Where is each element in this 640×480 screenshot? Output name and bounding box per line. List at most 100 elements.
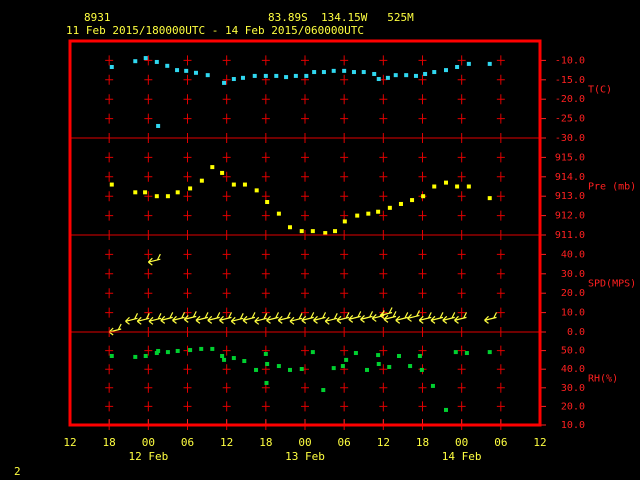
grid-cross [222, 210, 231, 221]
y-tick-label: 914.0 [555, 172, 585, 183]
point [299, 367, 304, 372]
grid-cross [222, 171, 231, 182]
grid-cross [340, 113, 349, 124]
y-tick-label: -25.0 [555, 114, 585, 125]
grid-cross [261, 113, 270, 124]
point [455, 184, 460, 189]
grid-cross [379, 288, 388, 299]
grid-cross [144, 249, 153, 260]
grid-cross [261, 210, 270, 221]
wind-barb [254, 313, 268, 325]
grid-cross [105, 152, 114, 163]
point [453, 350, 458, 355]
point [188, 348, 193, 353]
x-tick-label: 12 [220, 436, 233, 449]
point [231, 77, 236, 82]
grid-cross [261, 94, 270, 105]
grid-cross [496, 288, 505, 299]
grid-cross [183, 191, 192, 202]
grid-cross [222, 307, 231, 318]
point [231, 182, 236, 187]
wind-barb [418, 312, 432, 324]
grid-cross [418, 249, 427, 260]
y-tick-label: 10.0 [561, 420, 585, 431]
y-tick-label: -20.0 [555, 94, 585, 105]
y-tick-label: -10.0 [555, 55, 585, 66]
x-tick-label: 06 [494, 436, 507, 449]
wind-barb [313, 312, 327, 324]
point [487, 61, 492, 66]
grid-cross [379, 268, 388, 279]
grid-cross [418, 288, 427, 299]
point [410, 198, 415, 203]
point [333, 229, 338, 234]
grid-cross [261, 171, 270, 182]
grid-cross [183, 364, 192, 375]
wind-barb [219, 312, 233, 324]
grid-cross [301, 191, 309, 202]
point [464, 351, 469, 356]
point [133, 59, 138, 64]
point [331, 366, 336, 371]
point [184, 68, 189, 73]
x-tick-label: 12 [377, 436, 390, 449]
grid-cross [105, 382, 114, 393]
wind-barb [324, 313, 338, 325]
wind-barb [336, 312, 350, 324]
grid-cross [457, 191, 466, 202]
grid-cross [496, 191, 505, 202]
grid-cross [340, 288, 349, 299]
point [321, 388, 326, 393]
grid-cross [105, 249, 114, 260]
x-tick-label: 18 [416, 436, 429, 449]
grid-cross [457, 364, 466, 375]
grid-cross [457, 288, 466, 299]
grid-cross [379, 113, 388, 124]
x-tick-label: 06 [181, 436, 194, 449]
grid-cross [222, 345, 231, 356]
point [361, 70, 366, 75]
wind-barb [195, 312, 209, 324]
point [342, 68, 347, 73]
grid-cross [496, 74, 505, 85]
point [376, 361, 381, 366]
grid-cross [144, 401, 153, 412]
grid-cross [222, 382, 231, 393]
station-id: 8931 [84, 11, 111, 24]
period: 11 Feb 2015/180000UTC - 14 Feb 2015/0600… [66, 24, 364, 37]
grid-cross [144, 94, 153, 105]
point [353, 351, 358, 356]
grid-cross [105, 113, 114, 124]
point [265, 200, 270, 205]
grid-cross [144, 152, 153, 163]
grid-cross [261, 268, 270, 279]
grid-cross [105, 191, 114, 202]
wind-barb [230, 313, 244, 325]
grid-cross [379, 152, 388, 163]
grid-cross [418, 307, 427, 318]
grid-cross [301, 345, 309, 356]
grid-cross [222, 288, 231, 299]
grid-cross [457, 401, 466, 412]
x-tick-label: 00 [142, 436, 155, 449]
point [387, 205, 392, 210]
y-axis-label: RH(%) [588, 374, 618, 385]
grid-cross [418, 401, 427, 412]
grid-cross [144, 382, 153, 393]
grid-cross [379, 210, 388, 221]
grid-cross [222, 55, 231, 66]
grid-cross [457, 382, 466, 393]
grid-cross [183, 113, 192, 124]
x-tick-label: 18 [103, 436, 116, 449]
point [413, 73, 418, 78]
grid-cross [340, 307, 349, 318]
wind-barb [160, 312, 174, 324]
point [321, 70, 326, 75]
point [109, 353, 114, 358]
wind-barb [183, 311, 197, 323]
grid-cross [379, 55, 388, 66]
x-tick-label: 00 [455, 436, 468, 449]
point [466, 184, 471, 189]
